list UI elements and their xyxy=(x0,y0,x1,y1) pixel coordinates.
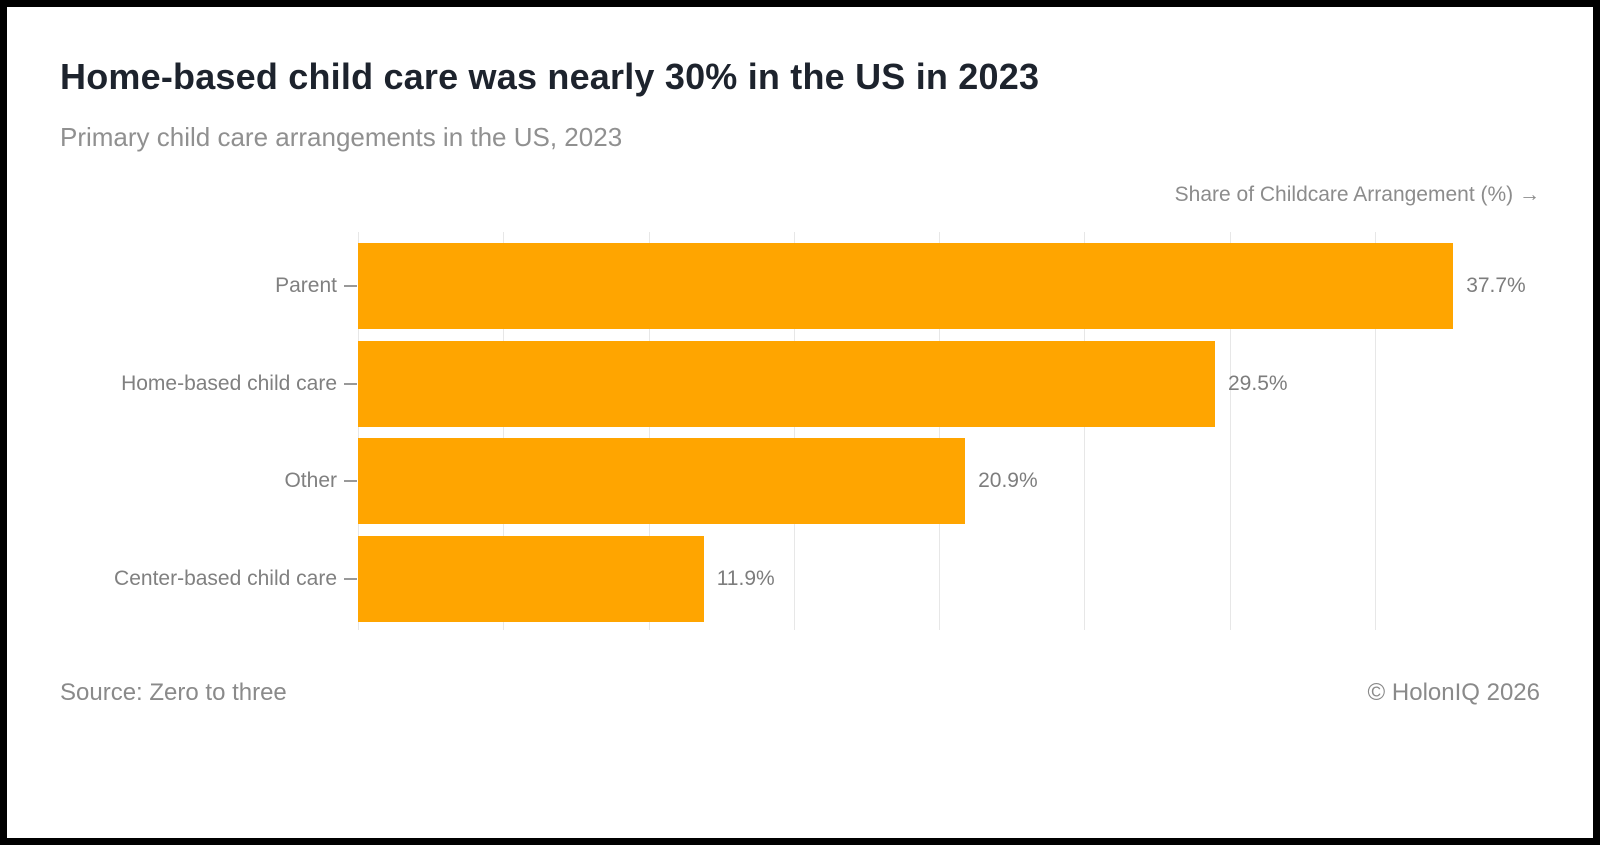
category-label: Center-based child care xyxy=(114,567,337,590)
category-tick xyxy=(344,383,357,385)
source-note: Source: Zero to three xyxy=(60,679,287,706)
gridline xyxy=(648,232,650,630)
chart-title: Home-based child care was nearly 30% in … xyxy=(60,56,1040,97)
value-label: 29.5% xyxy=(1228,372,1288,395)
category-tick xyxy=(344,480,357,482)
gridline xyxy=(1084,232,1086,630)
gridline xyxy=(793,232,795,630)
category-label: Home-based child care xyxy=(121,372,337,395)
value-label: 11.9% xyxy=(716,567,775,590)
gridline xyxy=(1229,232,1231,630)
bar xyxy=(358,438,966,524)
bar xyxy=(358,243,1454,329)
category-tick xyxy=(344,578,357,580)
value-label: 20.9% xyxy=(978,469,1038,492)
x-axis-label: Share of Childcare Arrangement (%) → xyxy=(1174,183,1540,206)
gridline xyxy=(1374,232,1376,630)
value-label: 37.7% xyxy=(1466,274,1526,297)
bar xyxy=(358,341,1215,427)
category-tick xyxy=(344,285,357,287)
gridline xyxy=(939,232,940,630)
chart-subtitle: Primary child care arrangements in the U… xyxy=(60,122,623,152)
copyright-note: © HolonIQ 2026 xyxy=(1367,679,1540,706)
bar xyxy=(358,536,704,622)
gridline xyxy=(358,232,359,630)
plot-area: Parent 37.7% Home-based child care 29.5% Oth… xyxy=(7,7,1593,838)
gridline xyxy=(503,232,505,630)
category-label: Other xyxy=(284,469,337,492)
category-label: Parent xyxy=(275,274,337,297)
